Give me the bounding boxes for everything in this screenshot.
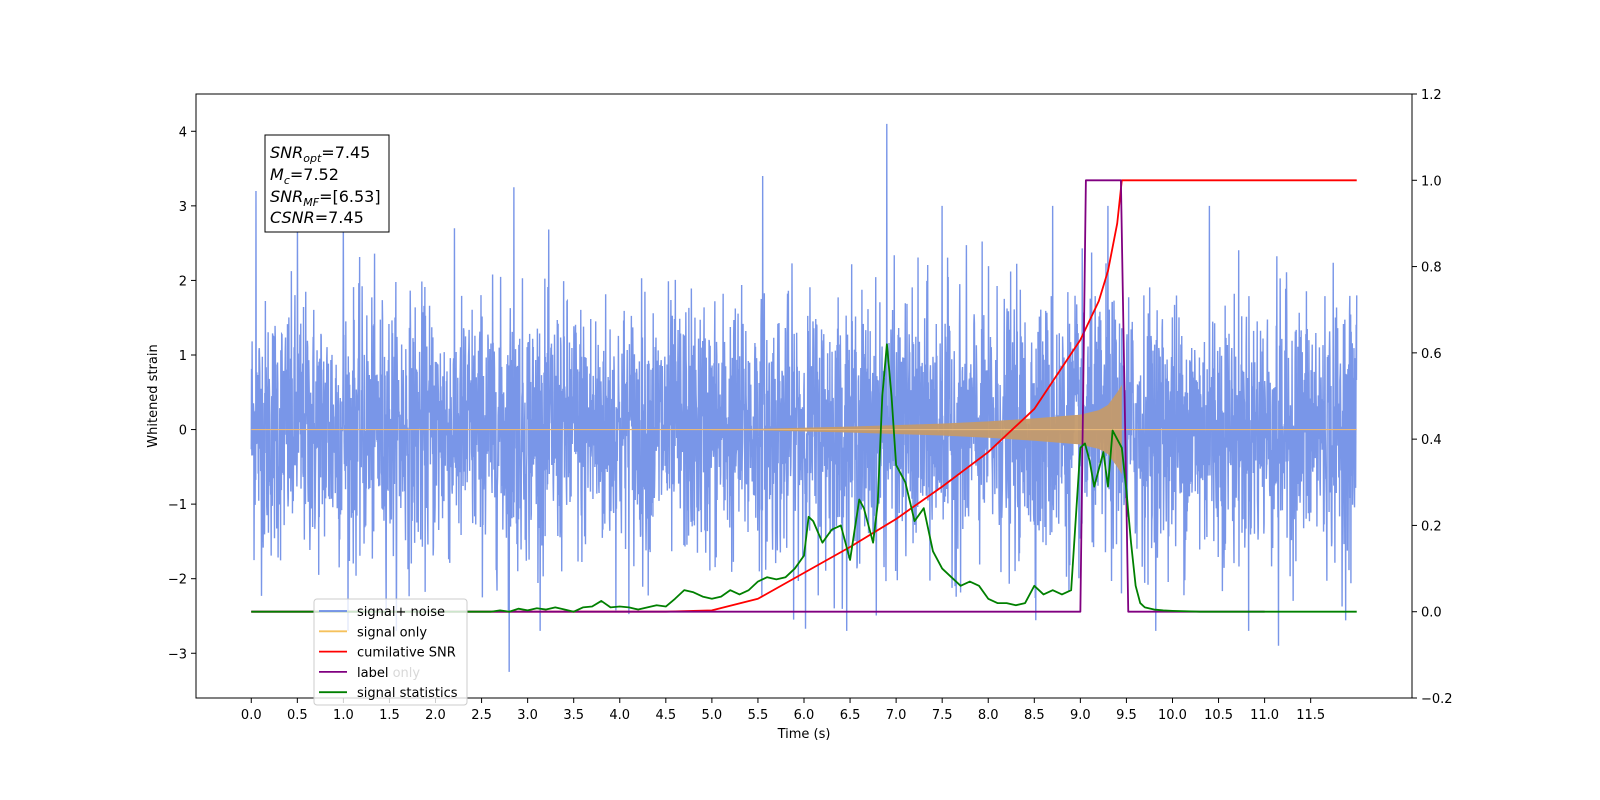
x-tick-label: 7.5 bbox=[932, 708, 953, 723]
y-right-tick-label: 1.0 bbox=[1421, 174, 1442, 189]
x-tick-label: 3.0 bbox=[517, 708, 538, 723]
x-tick-label: 6.0 bbox=[794, 708, 815, 723]
y-left-tick-label: −3 bbox=[168, 647, 187, 662]
legend-entry-label: signal only bbox=[357, 625, 427, 640]
annotation-frame bbox=[264, 134, 390, 233]
x-tick-label: 5.5 bbox=[748, 708, 769, 723]
legend-entry-label: signal statistics bbox=[357, 686, 458, 701]
legend-entry-label: label bbox=[357, 666, 388, 681]
annotation-line: CSNR=7.45 bbox=[270, 208, 364, 227]
x-tick-label: 0.5 bbox=[287, 708, 308, 723]
y-left-tick-label: 2 bbox=[179, 274, 187, 289]
series-label bbox=[251, 179, 1265, 613]
annotation-line: SNRMF=[6.53] bbox=[270, 187, 381, 209]
y-right-tick-label: 0.0 bbox=[1421, 606, 1442, 621]
x-tick-label: 10.0 bbox=[1158, 708, 1187, 723]
series-signal-only bbox=[251, 384, 1357, 475]
x-tick-label: 1.0 bbox=[333, 708, 354, 723]
x-tick-label: 2.5 bbox=[471, 708, 492, 723]
y-right-tick-label: 0.6 bbox=[1421, 347, 1442, 362]
legend-entry-label: cumilative SNR bbox=[357, 646, 456, 661]
x-tick-label: 10.5 bbox=[1204, 708, 1233, 723]
x-tick-label: 4.5 bbox=[655, 708, 676, 723]
y-left-tick-label: −2 bbox=[168, 573, 187, 588]
series-signal-noise bbox=[250, 123, 1358, 672]
y-axis-right: −0.2 0.0 0.2 0.4 0.6 0.8 1.0 1.2 bbox=[1412, 88, 1453, 707]
series-cumulative-snr bbox=[251, 179, 1357, 613]
x-tick-label: 1.5 bbox=[379, 708, 400, 723]
x-tick-label: 7.0 bbox=[886, 708, 907, 723]
legend-frame bbox=[313, 598, 468, 706]
y-right-tick-label: −0.2 bbox=[1421, 692, 1453, 707]
y-left-tick-label: 1 bbox=[179, 349, 187, 364]
x-tick-label: 6.5 bbox=[840, 708, 861, 723]
x-tick-label: 3.5 bbox=[563, 708, 584, 723]
signal-statistics-line bbox=[251, 343, 1357, 613]
legend: label only signal+ noise signal only cumila… bbox=[313, 598, 468, 706]
x-tick-label: 8.5 bbox=[1024, 708, 1045, 723]
label-line bbox=[251, 179, 1265, 613]
x-tick-label: 4.0 bbox=[609, 708, 630, 723]
y-axis-left-label: Whitened strain bbox=[146, 344, 161, 447]
annotation-line: SNRopt=7.45 bbox=[270, 143, 370, 165]
legend-entry-label: signal+ noise bbox=[357, 605, 445, 620]
x-tick-label: 9.5 bbox=[1116, 708, 1137, 723]
x-tick-label: 9.0 bbox=[1070, 708, 1091, 723]
y-right-tick-label: 0.2 bbox=[1421, 519, 1442, 534]
y-left-tick-label: 4 bbox=[179, 125, 187, 140]
x-tick-label: 5.0 bbox=[702, 708, 723, 723]
y-axis-left: −3 −2 −1 0 1 2 3 4 bbox=[168, 125, 196, 662]
signal-noise-line bbox=[250, 123, 1358, 672]
y-right-tick-label: 0.4 bbox=[1421, 433, 1442, 448]
x-tick-label: 8.0 bbox=[978, 708, 999, 723]
x-tick-label: 11.0 bbox=[1250, 708, 1279, 723]
cumulative-snr-line bbox=[251, 179, 1357, 613]
series-signal-statistics bbox=[251, 343, 1357, 613]
annotation-line: Mc=7.52 bbox=[270, 165, 339, 187]
y-right-tick-label: 0.8 bbox=[1421, 261, 1442, 276]
x-axis-label: Time (s) bbox=[777, 727, 831, 742]
y-right-tick-label: 1.2 bbox=[1421, 88, 1442, 103]
y-left-tick-label: −1 bbox=[168, 498, 187, 513]
x-tick-label: 2.0 bbox=[425, 708, 446, 723]
x-tick-label: 11.5 bbox=[1296, 708, 1325, 723]
x-axis: 0.0 0.5 1.0 1.5 2.0 2.5 3.0 3.5 4.0 4.5 5.0 5.5 6.0 6… bbox=[241, 698, 1325, 723]
y-left-tick-label: 3 bbox=[179, 200, 187, 215]
y-left-tick-label: 0 bbox=[179, 424, 187, 439]
x-tick-label: 0.0 bbox=[241, 708, 262, 723]
legend-hidden-text: label only bbox=[357, 666, 420, 681]
